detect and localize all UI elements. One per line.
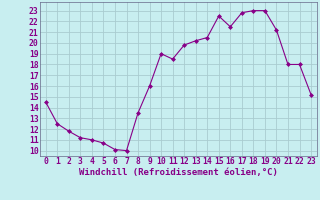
X-axis label: Windchill (Refroidissement éolien,°C): Windchill (Refroidissement éolien,°C): [79, 168, 278, 177]
